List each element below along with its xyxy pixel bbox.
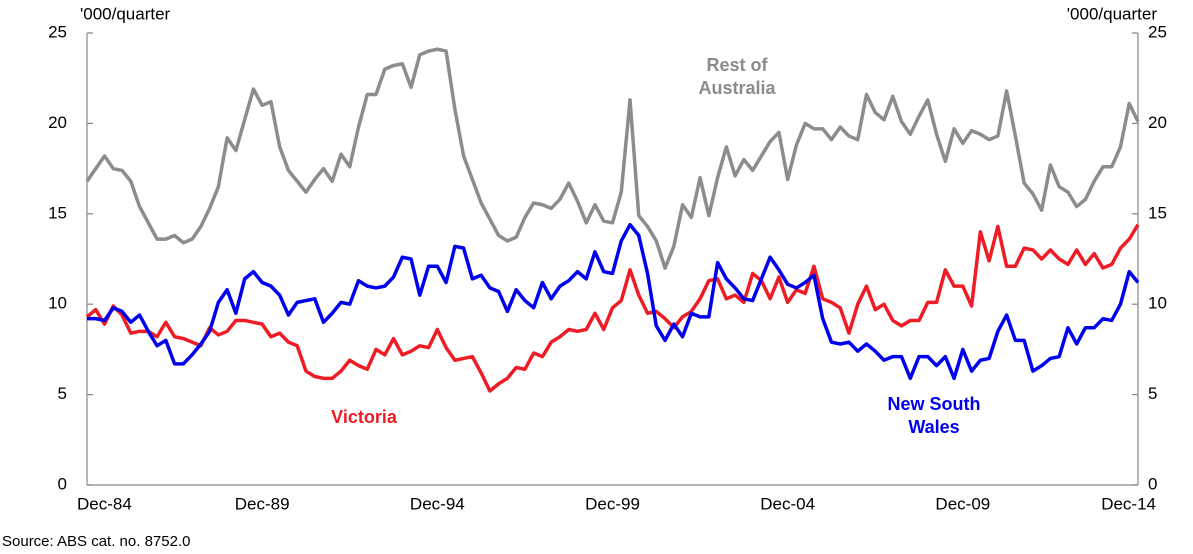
y-axis-label: '000/quarter — [80, 4, 171, 23]
annotation-line: New South — [888, 394, 981, 414]
x-tick-label: Dec-99 — [585, 494, 640, 513]
y2-tick-label: 0 — [1148, 474, 1157, 493]
y-tick-label: 20 — [48, 113, 67, 132]
y2-tick-label: 5 — [1148, 384, 1157, 403]
series-line — [85, 47, 1140, 270]
y2-tick-label: 25 — [1148, 22, 1167, 41]
annotation-line: Rest of — [706, 55, 768, 75]
y2-tick-label: 10 — [1148, 294, 1167, 313]
series-line — [85, 223, 1140, 393]
y-tick-label: 5 — [58, 384, 67, 403]
x-tick-label: Dec-09 — [935, 494, 990, 513]
x-tick-label: Dec-84 — [77, 494, 132, 513]
annotation-line: Victoria — [331, 407, 398, 427]
x-tick-label: Dec-89 — [235, 494, 290, 513]
y-tick-label: 15 — [48, 203, 67, 222]
x-tick-label: Dec-04 — [760, 494, 815, 513]
source-note: Source: ABS cat. no. 8752.0 — [2, 533, 190, 550]
y2-tick-label: 15 — [1148, 203, 1167, 222]
series-annotation: New South Wales — [888, 394, 981, 437]
x-tick-label: Dec-94 — [410, 494, 465, 513]
annotation-line: Wales — [908, 417, 959, 437]
y2-axis-label: '000/quarter — [1067, 4, 1158, 23]
series-annotation: Victoria — [331, 407, 398, 427]
y-tick-label: 0 — [58, 474, 67, 493]
series-line — [87, 222, 1140, 381]
y-tick-label: 10 — [48, 294, 67, 313]
y2-tick-label: 20 — [1148, 113, 1167, 132]
x-tick-label: Dec-14 — [1101, 494, 1156, 513]
y-tick-label: 25 — [48, 22, 67, 41]
series-annotation: Rest of Australia — [698, 55, 776, 98]
annotation-line: Australia — [698, 78, 776, 98]
